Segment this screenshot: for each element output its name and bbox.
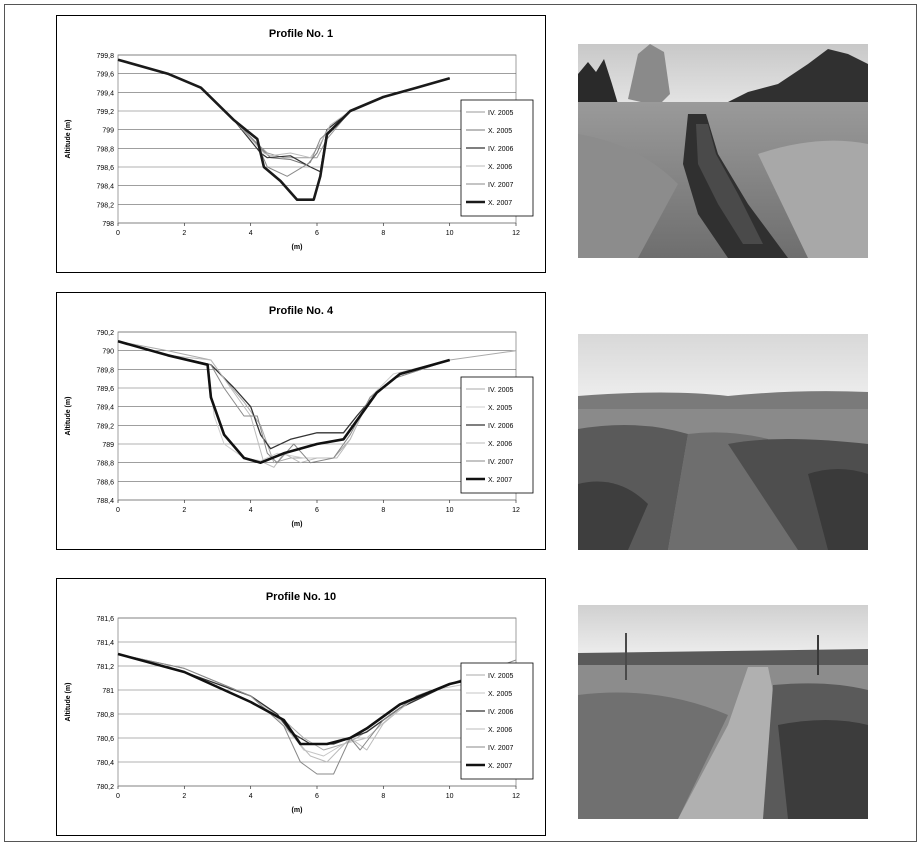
y-axis-label: Altitude (m) — [65, 683, 72, 722]
x-tick-label: 10 — [446, 507, 454, 514]
legend-entry: IV. 2007 — [488, 182, 514, 189]
series-line-x-2007 — [117, 340, 451, 464]
chart-svg: Profile No. 1 798 798,2 798,4 798,6 798,8 799 7… — [56, 15, 546, 273]
y-tick-label: 780,2 — [96, 784, 114, 791]
x-tick-label: 4 — [249, 230, 253, 237]
chart-profile-1: Profile No. 1 798 798,2 798,4 798,6 798,8 799 7… — [56, 15, 546, 273]
y-tick-label: 789 — [102, 442, 114, 449]
legend-entry: X. 2006 — [488, 164, 512, 171]
legend-entry: X. 2007 — [488, 477, 512, 484]
y-tick-label: 780,4 — [96, 760, 114, 767]
y-tick-label: 781,4 — [96, 640, 114, 647]
y-tick-label: 790 — [102, 349, 114, 356]
photo-profile-4 — [578, 334, 868, 550]
y-tick-label: 780,8 — [96, 712, 114, 719]
x-tick-label: 2 — [182, 507, 186, 514]
plot-area — [117, 617, 517, 787]
legend-entry: X. 2006 — [488, 441, 512, 448]
x-axis-label: (m) — [292, 521, 303, 528]
y-tick-label: 798 — [102, 221, 114, 228]
x-tick-label: 2 — [182, 230, 186, 237]
y-tick-label: 789,4 — [96, 405, 114, 412]
x-tick-label: 6 — [315, 507, 319, 514]
series-line-iv-2007 — [117, 653, 517, 775]
y-tick-label: 788,4 — [96, 498, 114, 505]
y-tick-label: 798,4 — [96, 184, 114, 191]
x-tick-label: 8 — [381, 793, 385, 800]
y-tick-label: 789,6 — [96, 386, 114, 393]
x-tick-label: 4 — [249, 793, 253, 800]
y-tick-label: 781,2 — [96, 664, 114, 671]
legend-entry: IV. 2005 — [488, 110, 514, 117]
x-tick-label: 10 — [446, 230, 454, 237]
photo-profile-1 — [578, 44, 868, 258]
y-tick-label: 799,8 — [96, 53, 114, 60]
legend-entry: X. 2005 — [488, 691, 512, 698]
legend-entry: IV. 2005 — [488, 673, 514, 680]
y-tick-label: 780,6 — [96, 736, 114, 743]
x-tick-label: 0 — [116, 230, 120, 237]
y-axis-label: Altitude (m) — [65, 397, 72, 436]
y-tick-label: 788,8 — [96, 461, 114, 468]
y-tick-label: 790,2 — [96, 330, 114, 337]
x-axis-label: (m) — [292, 807, 303, 814]
legend-entry: X. 2006 — [488, 727, 512, 734]
y-tick-label: 788,6 — [96, 479, 114, 486]
legend-entry: IV. 2007 — [488, 459, 514, 466]
x-tick-label: 0 — [116, 507, 120, 514]
chart-title: Profile No. 4 — [269, 305, 334, 317]
legend-entry: IV. 2006 — [488, 146, 514, 153]
plot-area — [117, 54, 517, 224]
legend-entry: X. 2005 — [488, 128, 512, 135]
photo-profile-10 — [578, 605, 868, 819]
chart-svg: Profile No. 4 788,4 788,6 788,8 789 789,2 789,… — [56, 292, 546, 550]
chart-profile-4: Profile No. 4 788,4 788,6 788,8 789 789,2 789,… — [56, 292, 546, 550]
y-tick-label: 799,4 — [96, 90, 114, 97]
legend-box — [460, 99, 534, 217]
x-tick-label: 8 — [381, 230, 385, 237]
y-tick-label: 798,6 — [96, 165, 114, 172]
y-tick-label: 798,2 — [96, 202, 114, 209]
x-tick-label: 12 — [512, 507, 520, 514]
y-tick-label: 789,8 — [96, 367, 114, 374]
legend-entry: IV. 2005 — [488, 387, 514, 394]
series-line-x-2007 — [117, 58, 451, 201]
legend-entry: IV. 2007 — [488, 745, 514, 752]
legend-entry: X. 2007 — [488, 200, 512, 207]
legend-box — [460, 376, 534, 494]
x-tick-label: 6 — [315, 793, 319, 800]
legend-box — [460, 662, 534, 780]
legend-entry: IV. 2006 — [488, 709, 514, 716]
y-axis-label: Altitude (m) — [65, 120, 72, 159]
x-tick-label: 0 — [116, 793, 120, 800]
y-tick-label: 789,2 — [96, 423, 114, 430]
figure-frame — [4, 4, 917, 842]
series-line-x-2007 — [117, 652, 517, 746]
legend-entry: X. 2007 — [488, 763, 512, 770]
x-axis-label: (m) — [292, 244, 303, 251]
x-tick-label: 6 — [315, 230, 319, 237]
legend-entry: IV. 2006 — [488, 423, 514, 430]
x-tick-label: 12 — [512, 793, 520, 800]
x-tick-label: 2 — [182, 793, 186, 800]
x-tick-label: 12 — [512, 230, 520, 237]
x-tick-label: 4 — [249, 507, 253, 514]
legend-entry: X. 2005 — [488, 405, 512, 412]
chart-profile-10: Profile No. 10 780,2 780,4 780,6 780,8 781 781… — [56, 578, 546, 836]
chart-title: Profile No. 10 — [266, 591, 336, 603]
x-tick-label: 8 — [381, 507, 385, 514]
chart-title: Profile No. 1 — [269, 28, 333, 40]
y-tick-label: 798,8 — [96, 146, 114, 153]
chart-svg: Profile No. 10 780,2 780,4 780,6 780,8 781 781… — [56, 578, 546, 836]
y-tick-label: 781 — [102, 688, 114, 695]
y-tick-label: 799 — [102, 128, 114, 135]
y-tick-label: 781,6 — [96, 616, 114, 623]
y-tick-label: 799,6 — [96, 72, 114, 79]
x-tick-label: 10 — [446, 793, 454, 800]
y-tick-label: 799,2 — [96, 109, 114, 116]
